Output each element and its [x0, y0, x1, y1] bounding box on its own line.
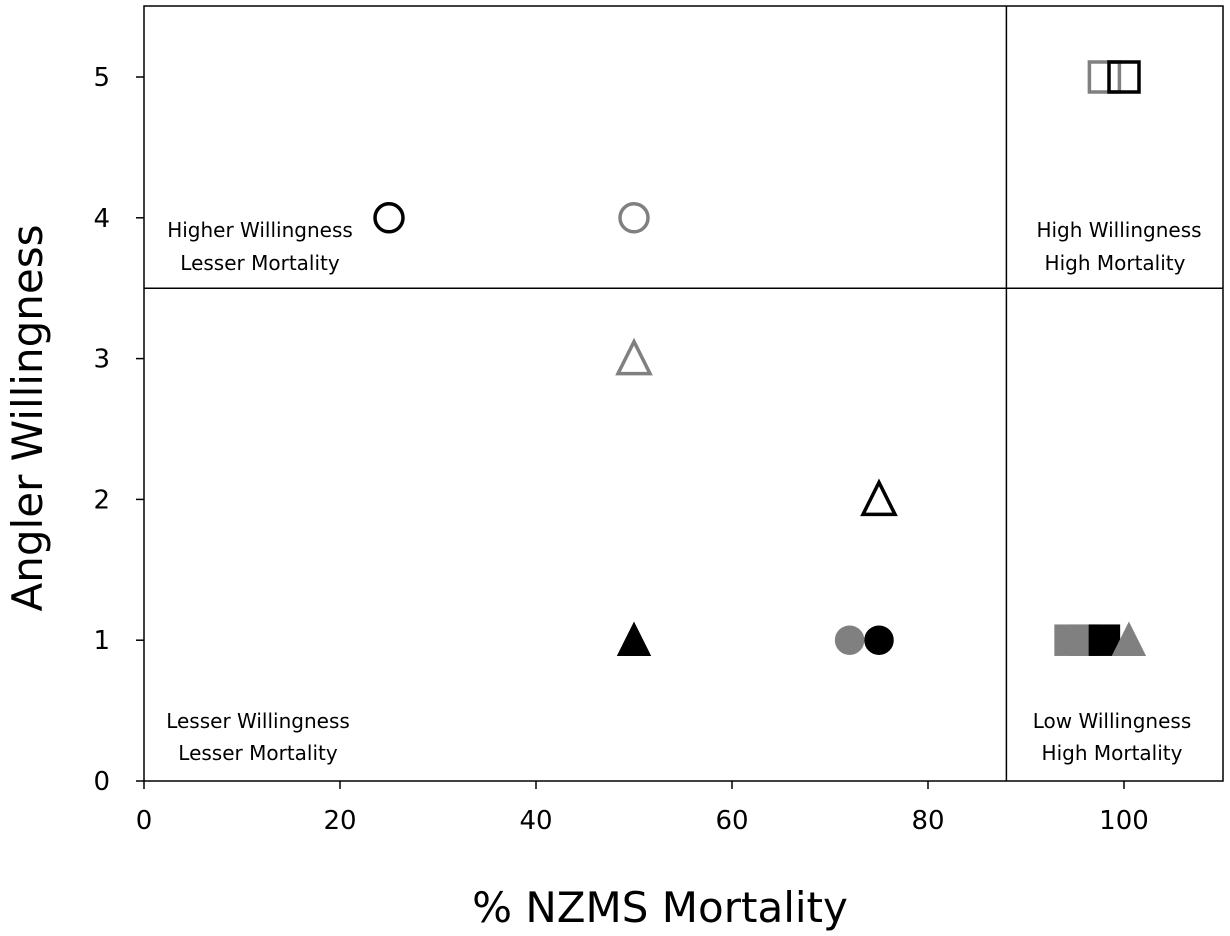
quadrant-label-line: Lesser Willingness	[166, 709, 350, 733]
y-axis-title: Angler Willingness	[3, 225, 52, 612]
point-circle	[618, 202, 650, 234]
plot-frame	[143, 5, 1224, 782]
point-square	[1107, 60, 1141, 94]
quadrant-label-top-left: Higher Willingness Lesser Mortality	[167, 218, 353, 275]
x-axis-title: % NZMS Mortality	[472, 883, 848, 932]
y-tick-label: 4	[93, 204, 110, 234]
y-tick-label: 0	[93, 767, 110, 797]
point-square	[1087, 60, 1122, 94]
quadrant-label-line: High Willingness	[1036, 218, 1201, 242]
quadrant-label-bottom-right: Low Willingness High Mortality	[1033, 709, 1192, 765]
x-tick-label: 60	[715, 806, 748, 836]
x-tick-label: 40	[519, 806, 552, 836]
quadrant-label-line: High Mortality	[1045, 251, 1186, 275]
x-tick-label: 80	[911, 806, 944, 836]
quadrant-label-top-right: High Willingness High Mortality	[1036, 218, 1201, 275]
quadrant-label-line: Low Willingness	[1033, 709, 1192, 733]
y-axis-ticks: 0 1 2 3 4 5	[93, 63, 144, 797]
y-tick-label: 2	[93, 485, 110, 515]
point-triangle	[615, 337, 653, 376]
quadrant-label-line: Lesser Mortality	[180, 251, 340, 275]
x-tick-label: 100	[1099, 806, 1149, 836]
point-triangle	[1111, 621, 1147, 656]
y-tick-label: 1	[93, 626, 110, 656]
quadrant-label-line: Higher Willingness	[167, 218, 353, 242]
x-tick-label: 20	[323, 806, 356, 836]
quadrant-label-line: Lesser Mortality	[178, 741, 338, 765]
quadrant-label-line: High Mortality	[1042, 741, 1183, 765]
point-triangle	[616, 621, 652, 656]
point-circle	[864, 625, 894, 655]
point-square	[1088, 624, 1121, 656]
y-tick-label: 3	[93, 345, 110, 375]
y-tick-label: 5	[93, 63, 110, 93]
point-circle	[373, 202, 405, 234]
x-axis-ticks: 0 20 40 60 80 100	[136, 781, 1149, 836]
point-triangle	[860, 478, 898, 517]
point-circle	[834, 625, 865, 655]
quadrant-label-bottom-left: Lesser Willingness Lesser Mortality	[166, 709, 350, 765]
data-points	[373, 60, 1147, 656]
x-tick-label: 0	[136, 806, 153, 836]
